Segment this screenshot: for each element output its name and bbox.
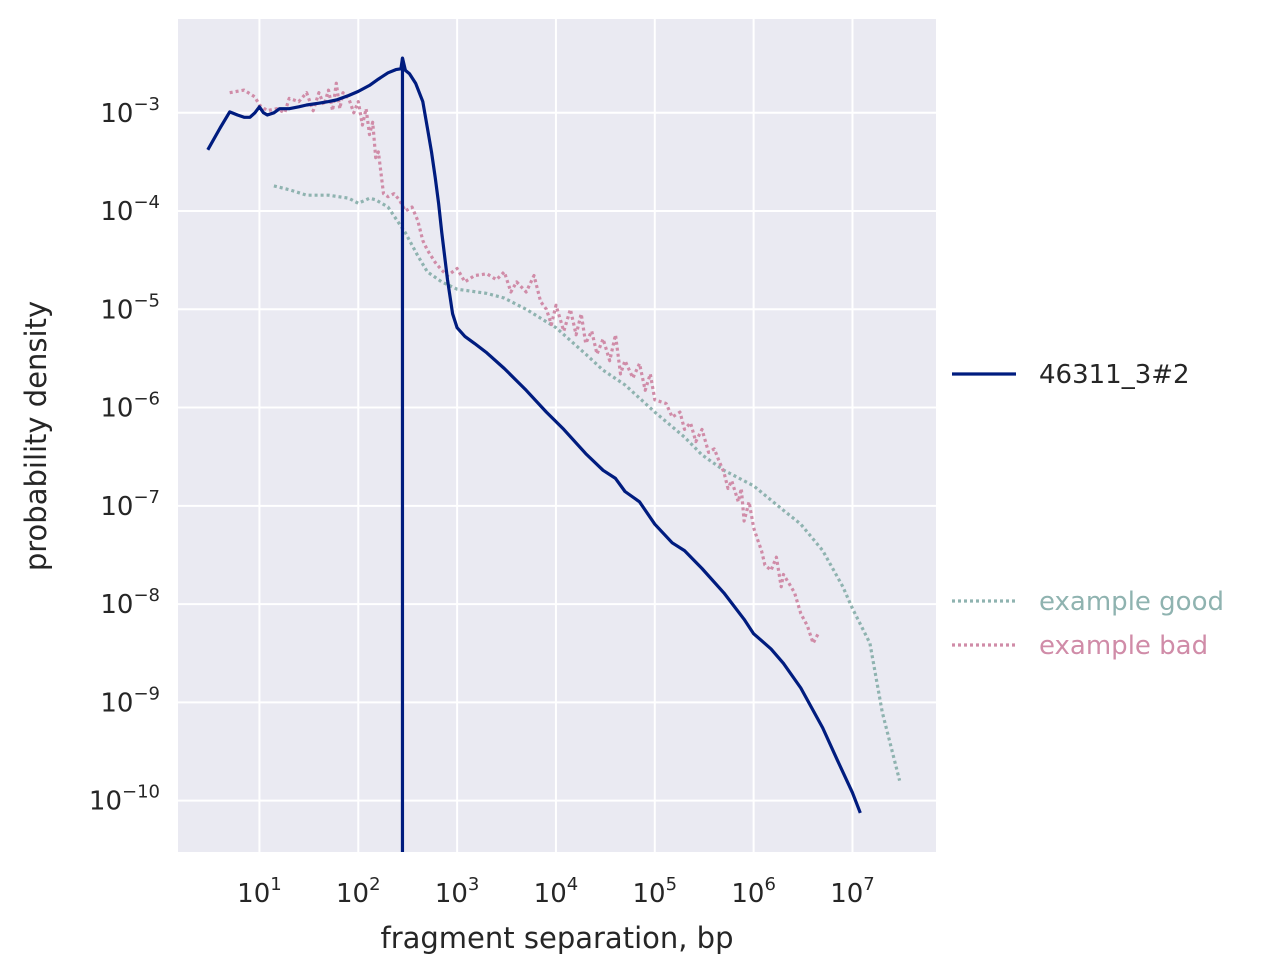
- x-tick-label: 105: [633, 874, 678, 909]
- legend-label-series-1: 46311_3#2: [1039, 360, 1190, 390]
- y-tick-labels: 10−310−410−510−610−710−810−910−10: [89, 94, 160, 817]
- x-tick-base: 10: [435, 879, 468, 909]
- x-tick-exp: 3: [468, 874, 479, 895]
- y-tick-base: 10: [100, 394, 133, 424]
- y-tick-label: 10−9: [100, 683, 160, 718]
- y-tick-exp: −9: [133, 683, 160, 704]
- y-tick-base: 10: [100, 99, 133, 129]
- y-tick-exp: −8: [133, 585, 160, 606]
- x-tick-label: 103: [435, 874, 480, 909]
- x-tick-label: 102: [336, 874, 381, 909]
- series-line-2: [273, 184, 902, 781]
- y-tick-base: 10: [100, 590, 133, 620]
- y-tick-label: 10−7: [100, 487, 160, 522]
- x-tick-exp: 6: [764, 874, 775, 895]
- x-tick-exp: 7: [863, 874, 874, 895]
- x-tick-base: 10: [237, 879, 270, 909]
- x-tick-exp: 5: [666, 874, 677, 895]
- y-tick-base: 10: [89, 787, 122, 817]
- series-line-1: [206, 56, 862, 814]
- legend-label-series-2: example good: [1039, 587, 1224, 617]
- legend-label-series-3: example bad: [1039, 631, 1208, 661]
- x-tick-base: 10: [336, 879, 369, 909]
- y-tick-base: 10: [100, 492, 133, 522]
- y-tick-label: 10−6: [100, 389, 160, 424]
- y-tick-label: 10−5: [100, 290, 160, 325]
- series-lines: [206, 56, 902, 852]
- y-tick-label: 10−8: [100, 585, 160, 620]
- x-tick-base: 10: [633, 879, 666, 909]
- x-tick-label: 106: [731, 874, 776, 909]
- y-tick-base: 10: [100, 688, 133, 718]
- legend-primary: 46311_3#2: [952, 360, 1190, 390]
- x-tick-base: 10: [534, 879, 567, 909]
- y-tick-exp: −7: [133, 487, 160, 508]
- y-tick-exp: −5: [133, 290, 160, 311]
- legend-reference: example good example bad: [952, 587, 1224, 661]
- x-tick-label: 101: [237, 874, 282, 909]
- x-tick-labels: 101 102 103 104 105 106 107: [237, 874, 875, 909]
- x-tick-exp: 2: [369, 874, 380, 895]
- x-tick-exp: 1: [270, 874, 281, 895]
- y-axis-label: probability density: [19, 301, 53, 571]
- y-tick-label: 10−3: [100, 94, 160, 129]
- x-axis-label: fragment separation, bp: [381, 921, 734, 955]
- x-tick-exp: 4: [567, 874, 578, 895]
- x-tick-base: 10: [731, 879, 764, 909]
- y-tick-exp: −10: [122, 782, 160, 803]
- y-tick-exp: −3: [133, 94, 160, 115]
- y-tick-base: 10: [100, 295, 133, 325]
- y-tick-base: 10: [100, 197, 133, 227]
- y-tick-label: 10−4: [100, 192, 160, 227]
- x-tick-base: 10: [830, 879, 863, 909]
- x-tick-label: 107: [830, 874, 875, 909]
- y-tick-exp: −4: [133, 192, 160, 213]
- y-tick-label: 10−10: [89, 782, 160, 817]
- y-tick-exp: −6: [133, 389, 160, 410]
- plot-area: [178, 19, 936, 852]
- x-tick-label: 104: [534, 874, 579, 909]
